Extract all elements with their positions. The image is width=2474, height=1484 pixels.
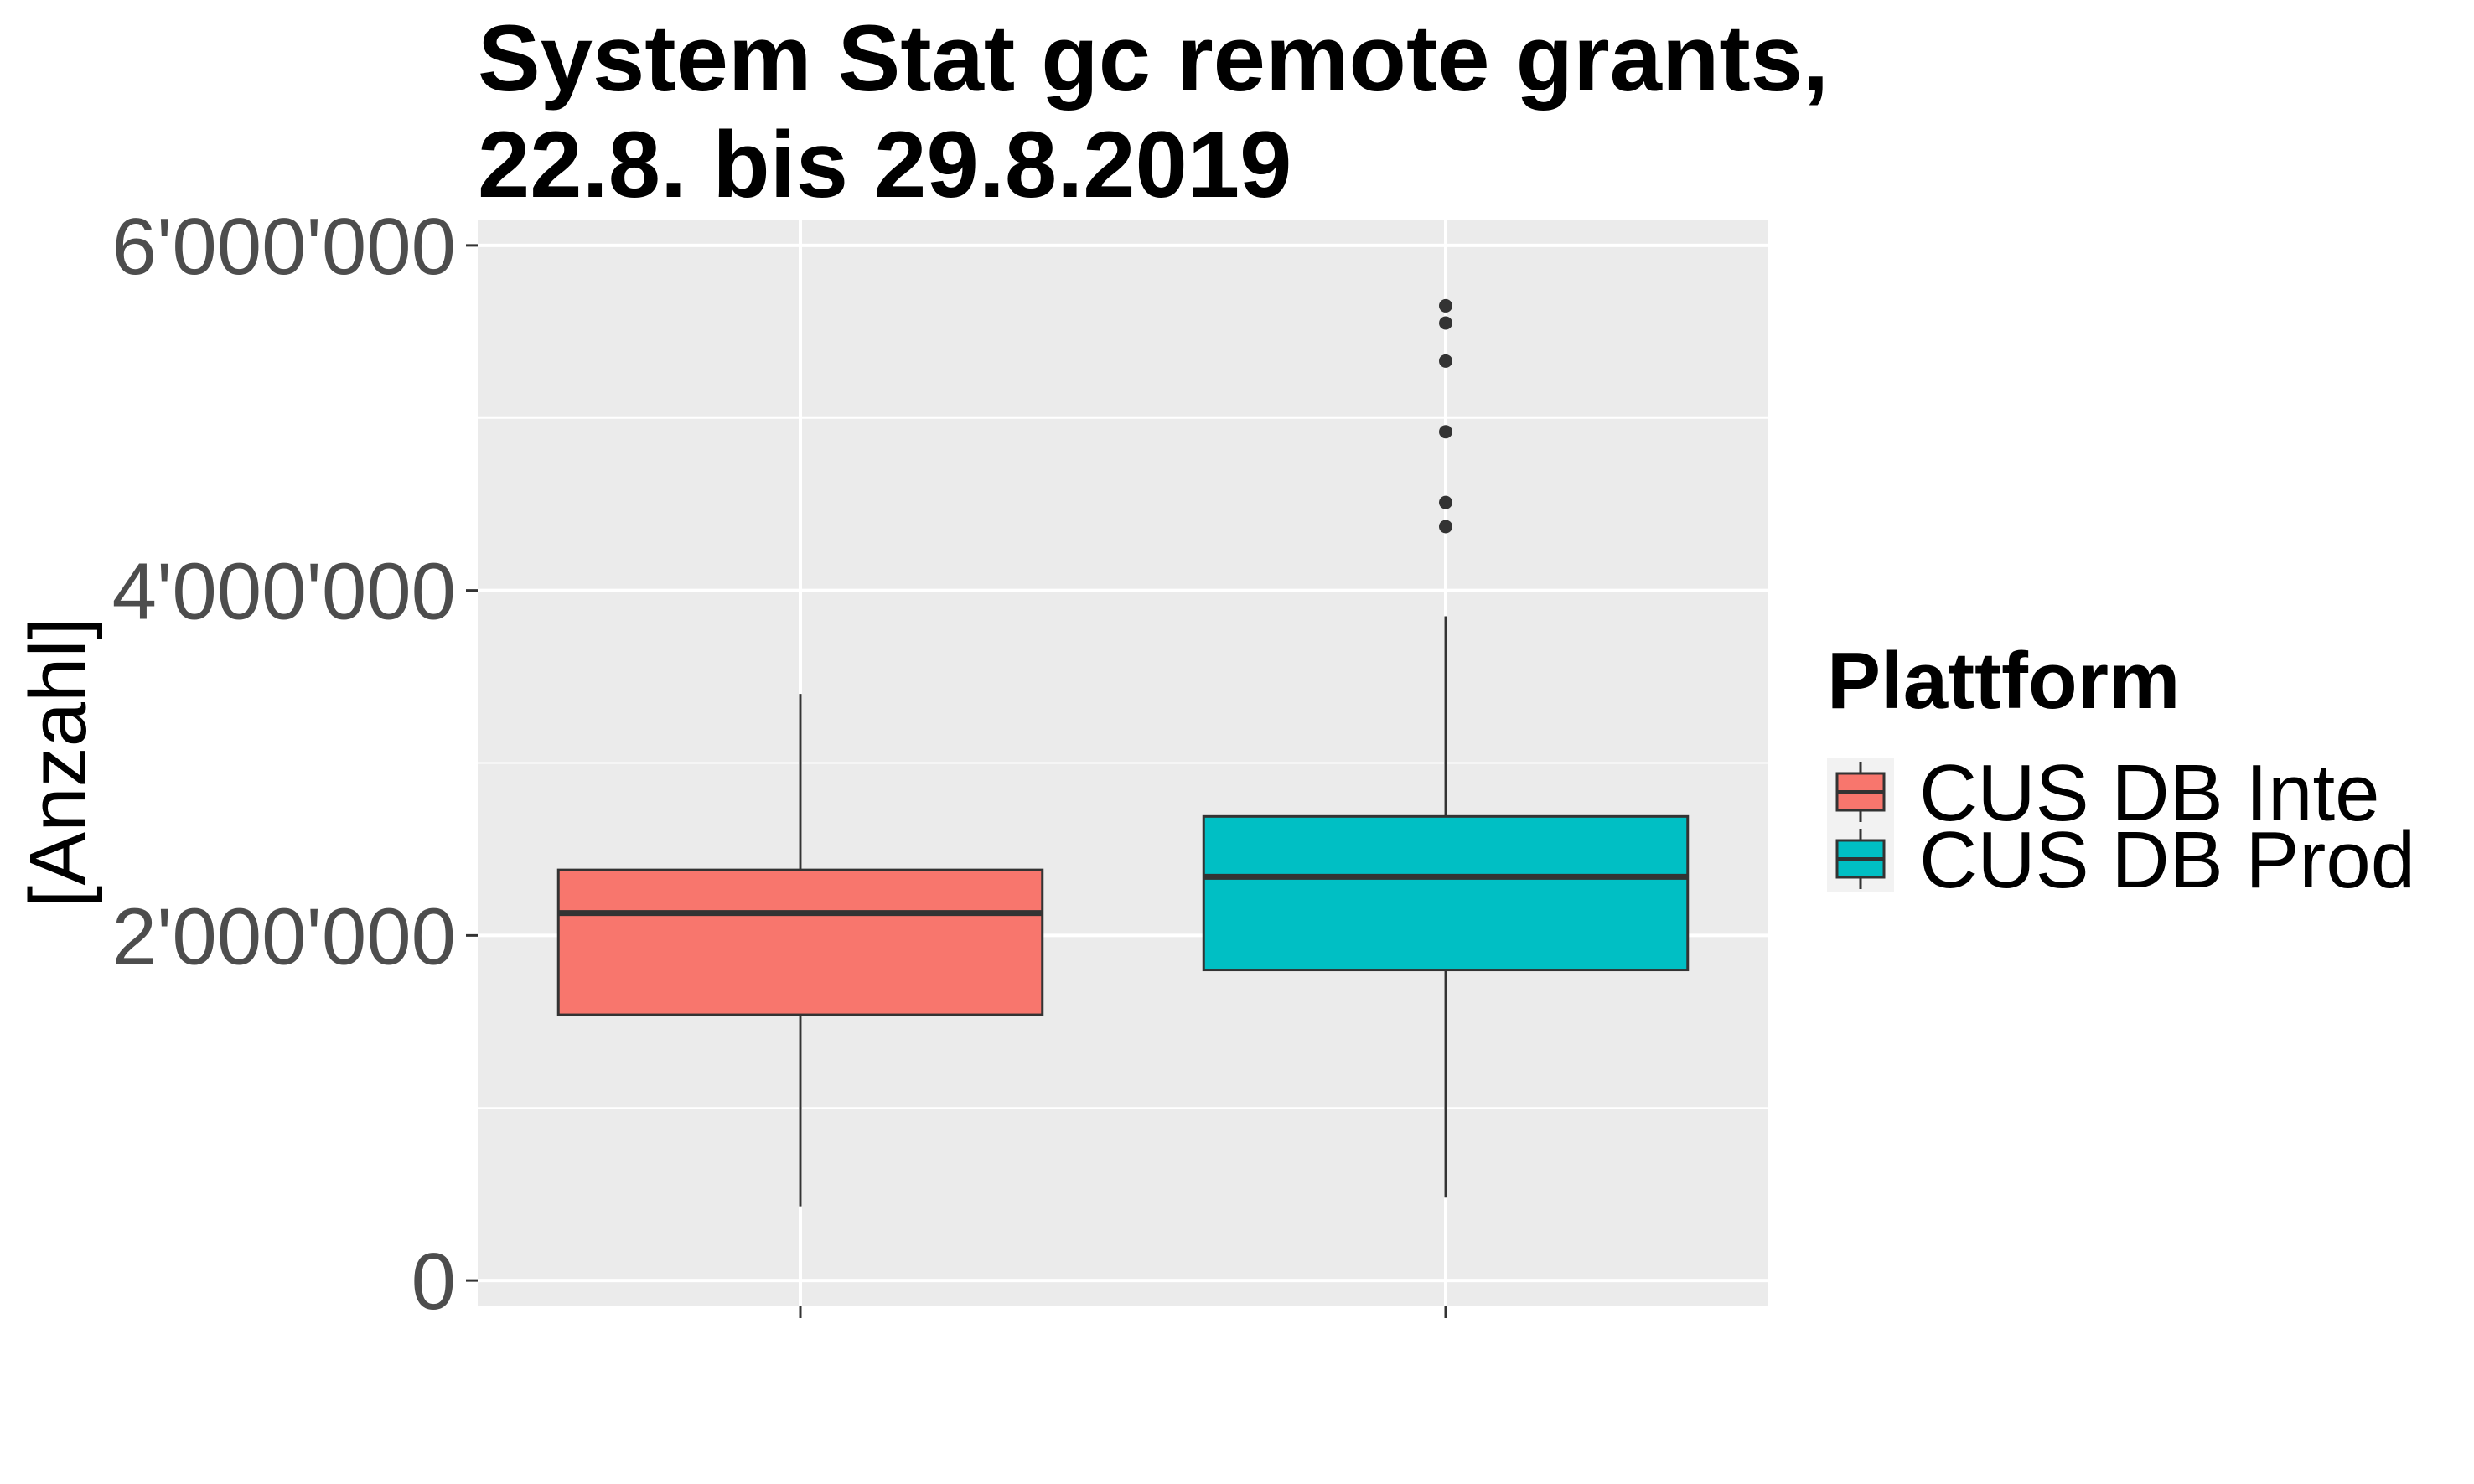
outlier-point bbox=[1439, 520, 1452, 534]
box bbox=[556, 868, 1044, 1016]
y-tick-label: 6'000'000 bbox=[112, 202, 456, 292]
legend-item: CUS DB Prod bbox=[1827, 815, 2415, 905]
y-tick-label: 4'000'000 bbox=[112, 547, 456, 637]
outlier-point bbox=[1439, 425, 1452, 439]
box-layer bbox=[556, 298, 1690, 1207]
box-group-0 bbox=[556, 694, 1044, 1207]
outlier-point bbox=[1439, 354, 1452, 368]
legend-item: CUS DB Inte bbox=[1827, 748, 2380, 838]
chart-title-line-1: System Stat gc remote grants, bbox=[478, 6, 1829, 111]
chart-title-line-2: 22.8. bis 29.8.2019 bbox=[478, 112, 1291, 217]
y-axis-title: [Anzahl] bbox=[13, 618, 103, 908]
axis-layer: 0 2'000'000 4'000'000 6'000'000 bbox=[112, 202, 1447, 1326]
y-tick-label: 2'000'000 bbox=[112, 892, 456, 981]
outlier-point bbox=[1439, 495, 1452, 509]
y-tick-label: 0 bbox=[411, 1237, 456, 1326]
legend-label: CUS DB Inte bbox=[1919, 748, 2380, 838]
legend-title: Plattform bbox=[1827, 636, 2180, 726]
box bbox=[1202, 814, 1690, 972]
outlier-point bbox=[1439, 298, 1452, 313]
legend-label: CUS DB Prod bbox=[1919, 815, 2415, 905]
outlier-point bbox=[1439, 316, 1452, 330]
box-group-1 bbox=[1202, 298, 1690, 1198]
